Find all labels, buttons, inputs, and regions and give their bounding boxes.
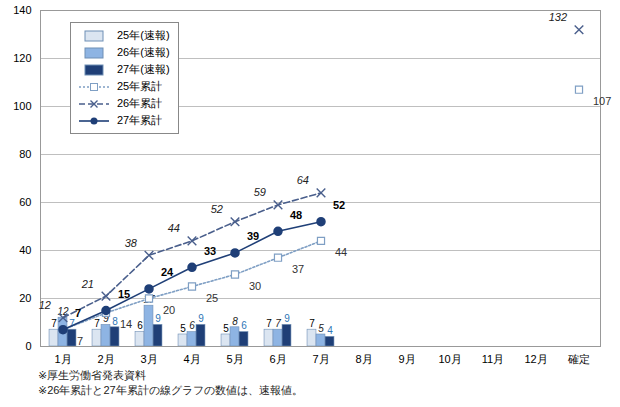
svg-text:7: 7 — [75, 307, 81, 319]
svg-text:5: 5 — [180, 323, 186, 334]
svg-text:9: 9 — [198, 313, 204, 324]
svg-text:7: 7 — [69, 317, 75, 329]
svg-text:64: 64 — [297, 174, 309, 186]
svg-text:44: 44 — [335, 246, 347, 258]
svg-text:7: 7 — [309, 318, 315, 329]
svg-text:8: 8 — [112, 316, 118, 327]
svg-text:11月: 11月 — [482, 353, 504, 365]
svg-text:6: 6 — [241, 320, 247, 331]
svg-text:0: 0 — [25, 340, 31, 352]
svg-text:132: 132 — [549, 11, 567, 23]
svg-text:3月: 3月 — [140, 353, 157, 365]
html-text:25年累計: 25年累計 — [117, 80, 163, 92]
html-text:27年累計: 27年累計 — [117, 114, 163, 126]
svg-text:12: 12 — [39, 299, 51, 311]
svg-text:107: 107 — [593, 95, 611, 107]
svg-text:140: 140 — [13, 4, 31, 16]
svg-text:6: 6 — [189, 320, 195, 331]
svg-text:7: 7 — [77, 335, 83, 347]
html-text:※26年累計と27年累計の線グラフの数値は、速報値。: ※26年累計と27年累計の線グラフの数値は、速報値。 — [38, 384, 303, 396]
svg-text:7月: 7月 — [312, 353, 329, 365]
svg-text:7: 7 — [266, 318, 272, 329]
svg-text:100: 100 — [13, 100, 31, 112]
svg-text:24: 24 — [161, 266, 174, 278]
svg-text:40: 40 — [19, 244, 31, 256]
svg-text:5: 5 — [223, 323, 229, 334]
svg-text:7: 7 — [275, 318, 281, 329]
svg-text:12月: 12月 — [524, 353, 547, 365]
svg-text:5: 5 — [318, 323, 324, 334]
svg-text:20: 20 — [163, 304, 175, 316]
svg-text:44: 44 — [168, 222, 180, 234]
html-text:27年(速報): 27年(速報) — [117, 63, 170, 75]
svg-text:17: 17 — [143, 294, 155, 305]
svg-text:30: 30 — [249, 280, 261, 292]
html-text:※厚生労働省発表資料: ※厚生労働省発表資料 — [38, 369, 147, 381]
svg-text:9: 9 — [284, 313, 290, 324]
svg-text:6月: 6月 — [269, 353, 286, 365]
svg-text:25: 25 — [206, 292, 218, 304]
svg-text:8: 8 — [232, 316, 238, 327]
svg-text:39: 39 — [247, 230, 259, 242]
svg-text:120: 120 — [13, 52, 31, 64]
svg-text:2月: 2月 — [97, 353, 114, 365]
svg-text:14: 14 — [120, 318, 132, 330]
svg-text:9: 9 — [155, 313, 161, 324]
svg-text:12: 12 — [57, 305, 69, 317]
svg-text:8月: 8月 — [355, 353, 372, 365]
svg-text:21: 21 — [81, 278, 94, 290]
svg-text:20: 20 — [19, 292, 31, 304]
html-text:26年(速報): 26年(速報) — [117, 46, 170, 58]
svg-text:15: 15 — [118, 288, 130, 300]
svg-text:10月: 10月 — [438, 353, 461, 365]
svg-text:6: 6 — [137, 320, 143, 331]
svg-text:7: 7 — [94, 318, 100, 329]
html-text:26年累計: 26年累計 — [117, 97, 163, 109]
svg-text:5月: 5月 — [226, 353, 243, 365]
svg-text:48: 48 — [290, 209, 302, 221]
svg-text:33: 33 — [204, 245, 216, 257]
svg-text:38: 38 — [125, 237, 138, 249]
svg-text:9月: 9月 — [398, 353, 415, 365]
svg-text:80: 80 — [19, 148, 31, 160]
html-text:25年(速報): 25年(速報) — [117, 29, 170, 41]
svg-text:7: 7 — [51, 318, 57, 329]
svg-text:52: 52 — [211, 203, 223, 215]
svg-text:60: 60 — [19, 196, 31, 208]
svg-text:1月: 1月 — [54, 353, 71, 365]
svg-text:52: 52 — [333, 199, 345, 211]
svg-text:59: 59 — [254, 186, 266, 198]
svg-text:4: 4 — [327, 325, 333, 336]
svg-text:確定: 確定 — [567, 353, 590, 365]
svg-text:9: 9 — [103, 313, 109, 325]
svg-text:37: 37 — [292, 263, 304, 275]
svg-text:4月: 4月 — [183, 353, 200, 365]
